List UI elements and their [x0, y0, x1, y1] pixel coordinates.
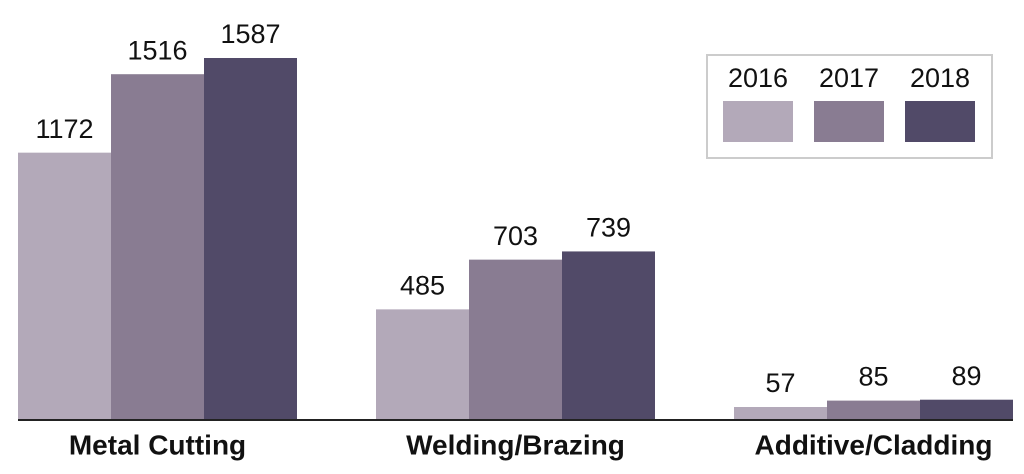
bar: [734, 406, 827, 420]
legend-swatch: [905, 101, 975, 142]
bar: [920, 399, 1013, 420]
value-label: 1516: [127, 35, 187, 65]
bar: [204, 58, 297, 420]
legend-swatch: [814, 101, 884, 142]
value-label: 85: [858, 362, 888, 392]
bar: [469, 259, 562, 420]
value-label: 739: [586, 213, 631, 243]
legend-label: 2016: [728, 63, 788, 93]
legend-label: 2018: [910, 63, 970, 93]
value-label: 1172: [35, 114, 93, 144]
value-label: 1587: [220, 19, 280, 49]
value-label: 485: [400, 270, 445, 300]
bar: [827, 400, 920, 420]
bar: [562, 251, 655, 420]
value-label: 703: [493, 221, 538, 251]
value-label: 57: [765, 368, 795, 398]
legend-label: 2017: [819, 63, 879, 93]
bar: [376, 309, 469, 420]
value-label: 89: [951, 361, 981, 391]
bar: [18, 152, 111, 420]
bar: [111, 74, 204, 420]
category-label: Welding/Brazing: [406, 429, 625, 460]
category-label: Additive/Cladding: [755, 429, 993, 460]
category-label: Metal Cutting: [69, 429, 246, 460]
legend-swatch: [723, 101, 793, 142]
